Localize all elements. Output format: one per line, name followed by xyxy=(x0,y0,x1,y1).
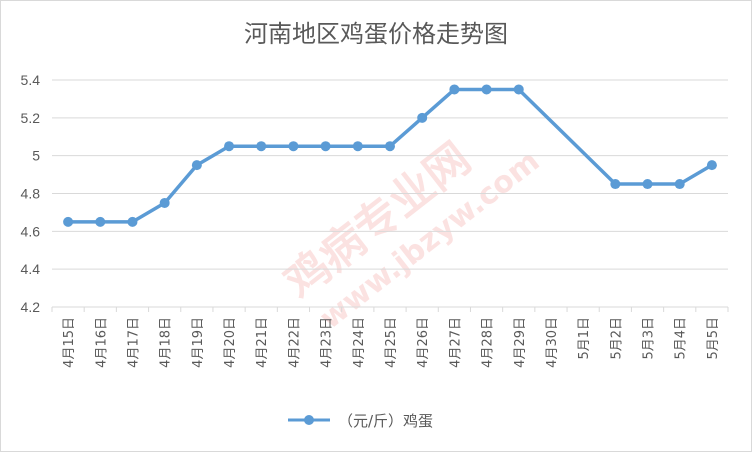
data-point xyxy=(674,179,685,190)
data-point xyxy=(224,141,235,152)
legend-point-marker xyxy=(304,415,314,425)
x-tick-label: 4月19日 xyxy=(191,317,206,368)
data-point xyxy=(288,141,299,152)
x-tick-label: 4月20日 xyxy=(223,317,238,368)
data-point xyxy=(610,179,621,190)
data-point xyxy=(95,216,106,227)
data-point xyxy=(256,141,267,152)
data-point xyxy=(449,84,460,95)
data-point xyxy=(513,84,524,95)
x-tick-label: 4月24日 xyxy=(352,317,367,368)
y-tick-label: 4.4 xyxy=(21,261,41,277)
data-point xyxy=(642,179,653,190)
data-point xyxy=(481,84,492,95)
x-tick-label: 4月15日 xyxy=(62,317,77,368)
data-point xyxy=(417,112,428,123)
y-tick-label: 5.2 xyxy=(21,110,41,126)
x-tick-label: 4月29日 xyxy=(513,317,528,368)
watermark: 鸡病专业网 www.jbzyw.com xyxy=(275,133,546,336)
y-tick-label: 4.8 xyxy=(21,186,41,202)
x-tick-label: 5月5日 xyxy=(706,317,721,360)
y-tick-label: 4.6 xyxy=(21,223,41,239)
data-point xyxy=(385,141,395,152)
y-tick-label: 5.4 xyxy=(21,72,41,88)
legend-series-name: （元/斤）鸡蛋 xyxy=(338,412,433,430)
x-tick-label: 5月2日 xyxy=(609,317,624,360)
x-tick-label: 4月23日 xyxy=(320,317,335,368)
chart-title: 河南地区鸡蛋价格走势图 xyxy=(244,20,508,48)
data-point xyxy=(191,160,202,171)
x-tick-label: 4月18日 xyxy=(159,317,174,368)
data-point xyxy=(159,197,170,208)
x-tick-label: 5月1日 xyxy=(577,317,592,360)
x-tick-label: 4月22日 xyxy=(287,317,302,368)
data-point xyxy=(320,141,331,152)
y-tick-label: 5 xyxy=(32,148,40,164)
x-tick-label: 4月26日 xyxy=(416,317,431,368)
x-tick-label: 4月25日 xyxy=(384,317,399,368)
legend: （元/斤）鸡蛋 xyxy=(288,412,433,430)
x-tick-label: 4月27日 xyxy=(448,317,463,368)
x-tick-label: 5月4日 xyxy=(674,317,689,360)
x-tick-label: 4月17日 xyxy=(126,317,141,368)
x-tick-label: 4月28日 xyxy=(481,317,496,368)
data-point xyxy=(706,160,717,171)
data-point xyxy=(352,141,363,152)
y-tick-label: 4.2 xyxy=(21,299,41,315)
x-tick-label: 4月30日 xyxy=(545,317,560,368)
data-point xyxy=(127,216,138,227)
x-tick-label: 4月16日 xyxy=(94,317,109,368)
x-tick-label: 5月3日 xyxy=(642,317,657,360)
data-point xyxy=(63,216,74,227)
x-tick-label: 4月21日 xyxy=(255,317,270,368)
